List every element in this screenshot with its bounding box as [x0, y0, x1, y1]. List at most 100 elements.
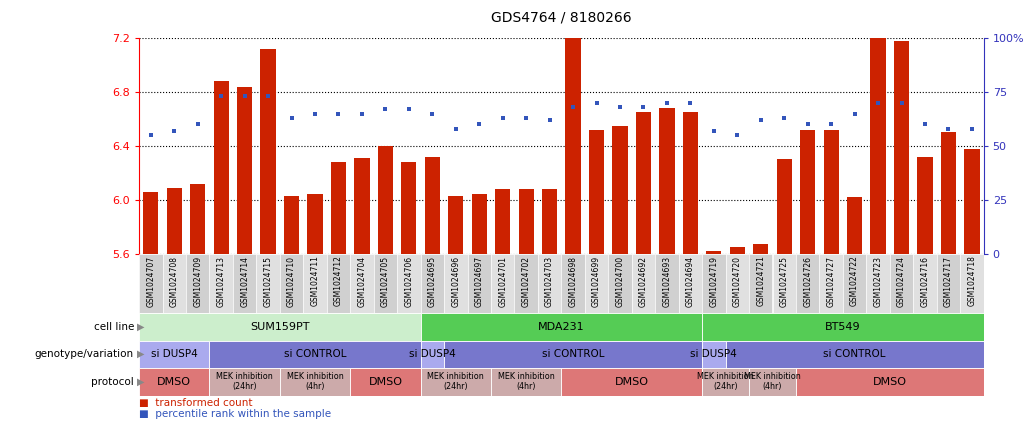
Bar [631, 254, 655, 313]
Point [447, 125, 464, 132]
Point [636, 104, 652, 110]
Text: si DUSP4: si DUSP4 [690, 349, 737, 359]
Bar [749, 368, 796, 396]
Bar [561, 254, 585, 313]
Text: GSM1024695: GSM1024695 [427, 255, 437, 307]
Text: GSM1024703: GSM1024703 [545, 255, 554, 307]
Text: DMSO: DMSO [872, 377, 906, 387]
Bar [491, 368, 561, 396]
Bar [609, 254, 631, 313]
Text: MEK inhibition
(24hr): MEK inhibition (24hr) [697, 372, 754, 391]
Text: cell line: cell line [94, 322, 134, 332]
Text: GSM1024711: GSM1024711 [310, 255, 319, 306]
Text: GSM1024699: GSM1024699 [592, 255, 602, 307]
Bar [749, 254, 772, 313]
Bar [139, 341, 209, 368]
Text: GSM1024713: GSM1024713 [216, 255, 226, 307]
Text: GSM1024727: GSM1024727 [827, 255, 835, 307]
Point [729, 132, 746, 139]
Bar [702, 254, 725, 313]
Bar [495, 189, 510, 254]
Bar [468, 254, 491, 313]
Point [213, 93, 230, 100]
Bar [589, 130, 605, 254]
Bar [350, 254, 374, 313]
Bar [444, 254, 468, 313]
Bar [725, 341, 984, 368]
Bar [659, 108, 675, 254]
Point [307, 110, 323, 117]
Bar [213, 81, 229, 254]
Text: genotype/variation: genotype/variation [35, 349, 134, 359]
Bar [398, 254, 420, 313]
Bar [420, 368, 491, 396]
Bar [655, 254, 679, 313]
Text: GSM1024708: GSM1024708 [170, 255, 179, 307]
Text: GSM1024694: GSM1024694 [686, 255, 695, 307]
Point [353, 110, 370, 117]
Point [847, 110, 863, 117]
Text: GSM1024714: GSM1024714 [240, 255, 249, 307]
Text: DMSO: DMSO [369, 377, 403, 387]
Point [776, 115, 792, 121]
Bar [585, 254, 609, 313]
Text: GSM1024709: GSM1024709 [194, 255, 202, 307]
Bar [420, 254, 444, 313]
Text: ■  transformed count: ■ transformed count [139, 398, 252, 408]
Bar [613, 126, 627, 254]
Bar [914, 254, 936, 313]
Bar [514, 254, 538, 313]
Bar [402, 162, 416, 254]
Bar [707, 251, 721, 254]
Bar [772, 254, 796, 313]
Text: DMSO: DMSO [615, 377, 649, 387]
Text: MEK inhibition
(4hr): MEK inhibition (4hr) [744, 372, 801, 391]
Text: GSM1024720: GSM1024720 [732, 255, 742, 307]
Bar [139, 313, 420, 341]
Bar [964, 148, 980, 254]
Bar [702, 368, 749, 396]
Point [917, 121, 933, 128]
Bar [940, 132, 956, 254]
Bar [847, 197, 862, 254]
Text: GSM1024697: GSM1024697 [475, 255, 484, 307]
Point [377, 106, 393, 113]
Bar [729, 247, 745, 254]
Text: GSM1024704: GSM1024704 [357, 255, 367, 307]
Bar [209, 368, 280, 396]
Bar [163, 254, 186, 313]
Bar [420, 341, 444, 368]
Point [331, 110, 347, 117]
Text: GSM1024718: GSM1024718 [967, 255, 976, 306]
Point [564, 104, 581, 110]
Text: MEK inhibition
(4hr): MEK inhibition (4hr) [497, 372, 554, 391]
Bar [683, 112, 698, 254]
Text: MDA231: MDA231 [538, 322, 585, 332]
Bar [866, 254, 890, 313]
Text: GSM1024707: GSM1024707 [146, 255, 156, 307]
Bar [796, 254, 820, 313]
Bar [354, 158, 370, 254]
Text: GSM1024705: GSM1024705 [381, 255, 390, 307]
Text: ▶: ▶ [137, 349, 144, 359]
Point [260, 93, 276, 100]
Text: GSM1024702: GSM1024702 [521, 255, 530, 307]
Bar [280, 254, 303, 313]
Point [706, 127, 722, 134]
Point [424, 110, 441, 117]
Bar [820, 254, 843, 313]
Text: MEK inhibition
(24hr): MEK inhibition (24hr) [427, 372, 484, 391]
Text: GSM1024710: GSM1024710 [287, 255, 296, 307]
Text: GSM1024716: GSM1024716 [921, 255, 929, 307]
Bar [894, 41, 909, 254]
Bar [702, 341, 725, 368]
Text: GSM1024706: GSM1024706 [405, 255, 413, 307]
Text: GSM1024721: GSM1024721 [756, 255, 765, 306]
Bar [824, 130, 838, 254]
Text: protocol: protocol [91, 377, 134, 387]
Bar [777, 159, 792, 254]
Text: GSM1024722: GSM1024722 [850, 255, 859, 306]
Text: GSM1024715: GSM1024715 [264, 255, 273, 307]
Text: GSM1024717: GSM1024717 [943, 255, 953, 307]
Bar [565, 38, 581, 254]
